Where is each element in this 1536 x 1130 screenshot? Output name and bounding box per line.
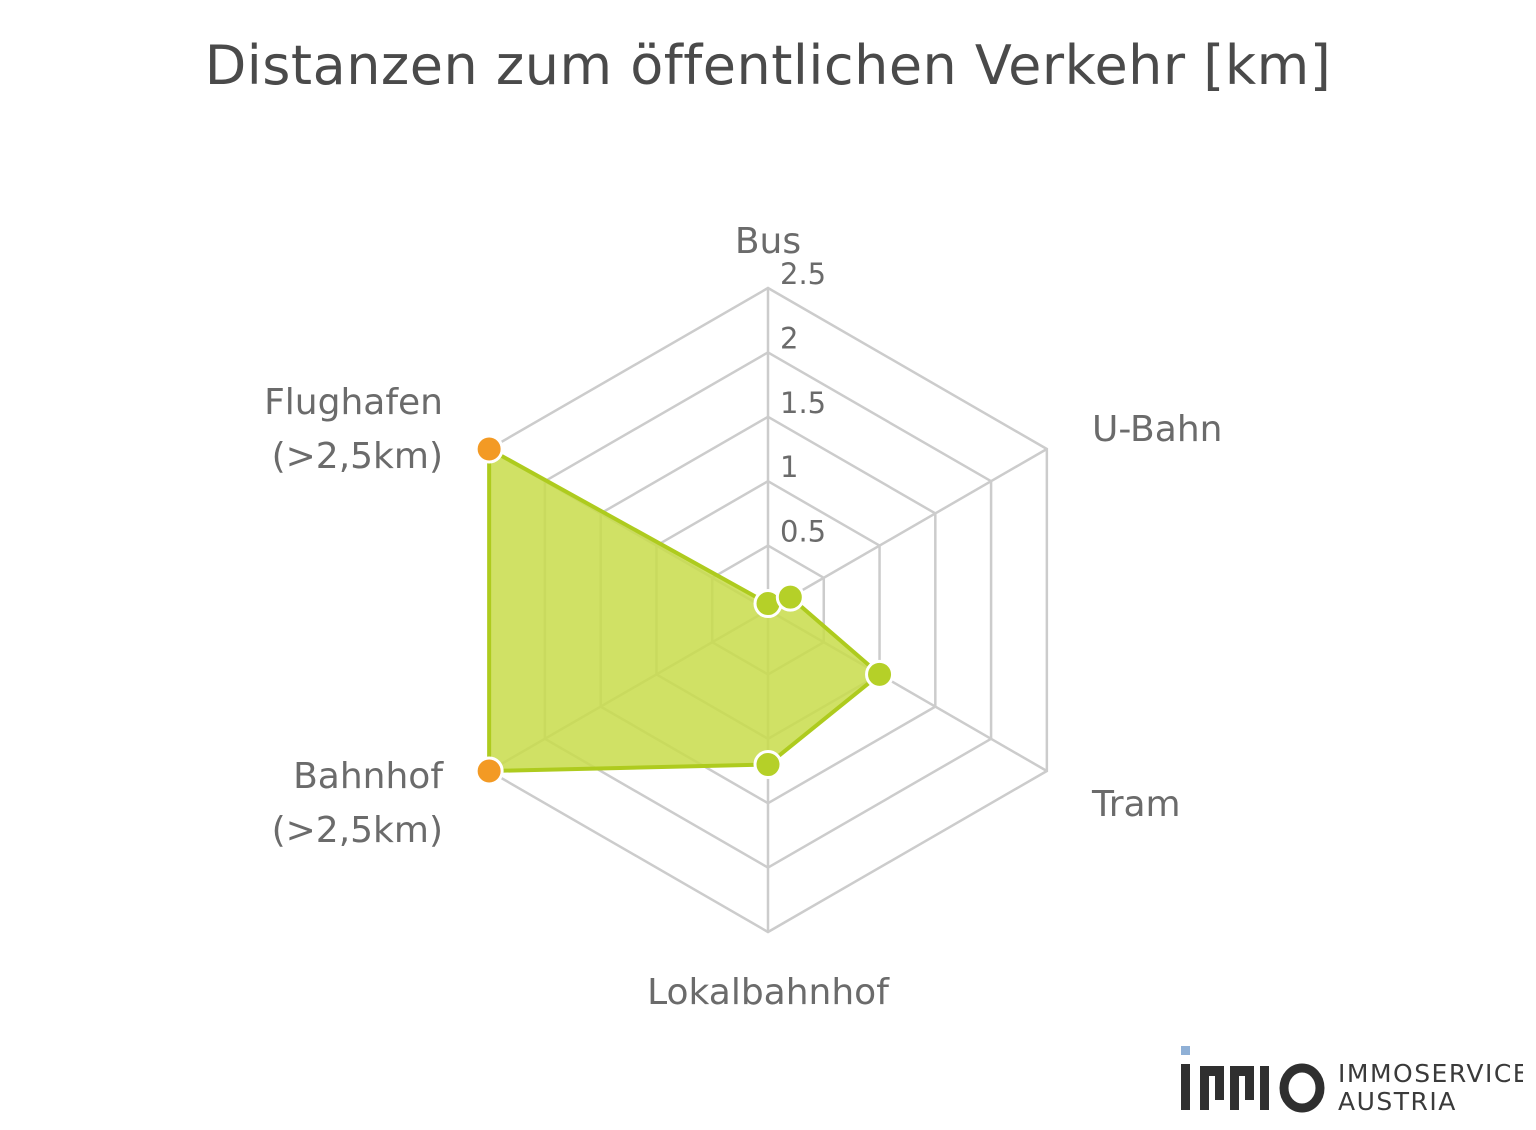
logo-accent-square: [1181, 1046, 1190, 1055]
data-point-1: [775, 582, 805, 612]
logo-mark: [1181, 1063, 1325, 1113]
logo-line-1: IMMOSERVICE: [1338, 1059, 1523, 1088]
category-label-0: Bus: [735, 221, 801, 262]
radial-tick-labels: 00.511.522.5: [780, 257, 826, 615]
data-point-3: [753, 750, 783, 780]
immoservice-logo: IMMOSERVICE AUSTRIA: [1181, 1046, 1523, 1116]
data-point-4: [474, 756, 504, 786]
category-label-5: Flughafen (>2,5km): [264, 382, 443, 477]
tick-label-2.5: 2.5: [780, 257, 826, 291]
data-polygon: [487, 447, 882, 773]
category-labels: Bus U-Bahn Tram Lokalbahnhof Bahnhof (>2,5km)…: [264, 221, 1222, 1013]
tick-label-2: 2: [780, 321, 798, 355]
data-area: [487, 447, 882, 773]
tick-label-0.5: 0.5: [780, 515, 826, 549]
category-label-3: Lokalbahnhof: [647, 972, 890, 1013]
grid-spoke-1: [767, 447, 1048, 612]
tick-label-1.5: 1.5: [780, 386, 826, 420]
logo-line-2: AUSTRIA: [1338, 1087, 1457, 1116]
data-point-2: [865, 659, 895, 689]
category-label-2: Tram: [1091, 784, 1181, 825]
tick-label-1: 1: [780, 450, 798, 484]
category-label-4: Bahnhof (>2,5km): [272, 756, 445, 851]
data-markers: [474, 434, 895, 786]
data-point-5: [474, 434, 504, 464]
chart-title: Distanzen zum öffentlichen Verkehr [km]: [204, 34, 1332, 97]
category-label-1: U-Bahn: [1092, 409, 1222, 450]
